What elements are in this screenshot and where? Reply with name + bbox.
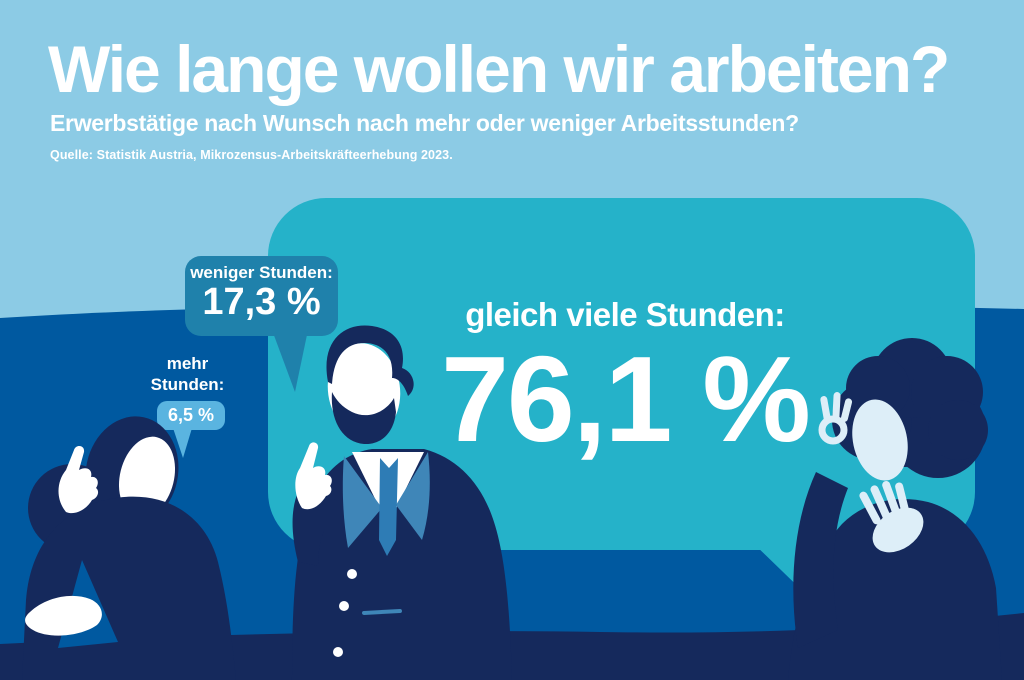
button bbox=[333, 647, 343, 657]
weniger-bubble-label: weniger Stunden: bbox=[190, 263, 333, 282]
illustration-right-woman bbox=[788, 338, 1002, 680]
speech-bubble-mehr-tail bbox=[173, 428, 192, 458]
face bbox=[852, 399, 908, 481]
speech-bubble-weniger-tail bbox=[272, 330, 308, 392]
button bbox=[347, 569, 357, 579]
pointing-hand bbox=[58, 446, 99, 514]
gleich-bubble-label: gleich viele Stunden: bbox=[465, 296, 785, 333]
tie bbox=[379, 458, 398, 556]
hair bbox=[326, 325, 414, 396]
page-title: Wie lange wollen wir arbeiten? bbox=[48, 32, 950, 106]
speech-bubble-weniger bbox=[185, 256, 338, 392]
resting-hand bbox=[25, 595, 102, 636]
mehr-bubble-label: mehr Stunden: bbox=[130, 353, 245, 395]
chest-hand bbox=[859, 481, 924, 553]
ok-hand bbox=[818, 392, 853, 445]
weniger-bubble-value: 17,3 % bbox=[202, 281, 321, 323]
pointing-hand bbox=[295, 442, 332, 510]
gleich-bubble-value: 76,1 % bbox=[441, 331, 811, 467]
pocket-line bbox=[362, 609, 402, 615]
mehr-bubble-value: 6,5 % bbox=[167, 405, 215, 425]
speech-bubble-mehr bbox=[157, 401, 225, 458]
illustration-left-woman bbox=[22, 416, 236, 680]
beard bbox=[331, 392, 396, 445]
mehr-label-line2: Stunden: bbox=[150, 375, 225, 394]
source-note: Quelle: Statistik Austria, Mikrozensus-A… bbox=[50, 148, 453, 162]
lapel-right bbox=[396, 452, 430, 540]
lapel-left bbox=[342, 456, 382, 548]
button bbox=[339, 601, 349, 611]
ground bbox=[0, 613, 1024, 680]
illustration-man bbox=[292, 325, 512, 680]
page-subtitle: Erwerbstätige nach Wunsch nach mehr oder… bbox=[50, 110, 799, 136]
mehr-label-line1: mehr bbox=[166, 354, 209, 373]
